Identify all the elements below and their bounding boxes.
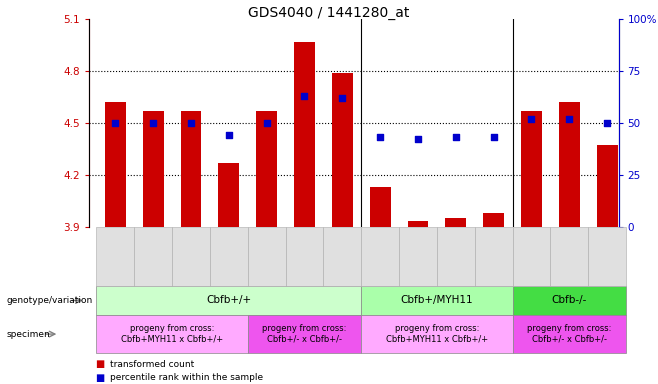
Bar [105, 102, 126, 227]
Point [451, 134, 461, 141]
Bar [370, 187, 391, 227]
Text: ■: ■ [95, 359, 105, 369]
Point [261, 120, 272, 126]
Text: Cbfb+/+: Cbfb+/+ [206, 295, 251, 306]
Text: Cbfb+/MYH11: Cbfb+/MYH11 [401, 295, 473, 306]
Bar [143, 111, 164, 227]
Bar [445, 218, 467, 227]
Point [602, 120, 613, 126]
Point [337, 95, 347, 101]
Point [299, 93, 310, 99]
Point [110, 120, 120, 126]
Bar [521, 111, 542, 227]
Point [413, 136, 423, 142]
Bar [294, 42, 315, 227]
Point [375, 134, 386, 141]
Bar [483, 213, 504, 227]
Point [564, 116, 574, 122]
Text: Cbfb-/-: Cbfb-/- [551, 295, 587, 306]
Text: GDS4040 / 1441280_at: GDS4040 / 1441280_at [248, 6, 410, 20]
Text: ■: ■ [95, 373, 105, 383]
Bar [180, 111, 201, 227]
Text: progeny from cross:
Cbfb+MYH11 x Cbfb+/+: progeny from cross: Cbfb+MYH11 x Cbfb+/+ [386, 324, 488, 344]
Point [526, 116, 537, 122]
Text: progeny from cross:
Cbfb+/- x Cbfb+/-: progeny from cross: Cbfb+/- x Cbfb+/- [527, 324, 611, 344]
Point [148, 120, 159, 126]
Text: transformed count: transformed count [110, 359, 194, 369]
Text: progeny from cross:
Cbfb+MYH11 x Cbfb+/+: progeny from cross: Cbfb+MYH11 x Cbfb+/+ [121, 324, 223, 344]
Bar [407, 221, 428, 227]
Bar [332, 73, 353, 227]
Bar [256, 111, 277, 227]
Text: percentile rank within the sample: percentile rank within the sample [110, 373, 263, 382]
Point [224, 132, 234, 138]
Point [488, 134, 499, 141]
Bar [218, 163, 240, 227]
Text: specimen: specimen [7, 329, 50, 339]
Bar [597, 145, 618, 227]
Text: progeny from cross:
Cbfb+/- x Cbfb+/-: progeny from cross: Cbfb+/- x Cbfb+/- [263, 324, 347, 344]
Point [186, 120, 196, 126]
Bar [559, 102, 580, 227]
Text: genotype/variation: genotype/variation [7, 296, 93, 305]
